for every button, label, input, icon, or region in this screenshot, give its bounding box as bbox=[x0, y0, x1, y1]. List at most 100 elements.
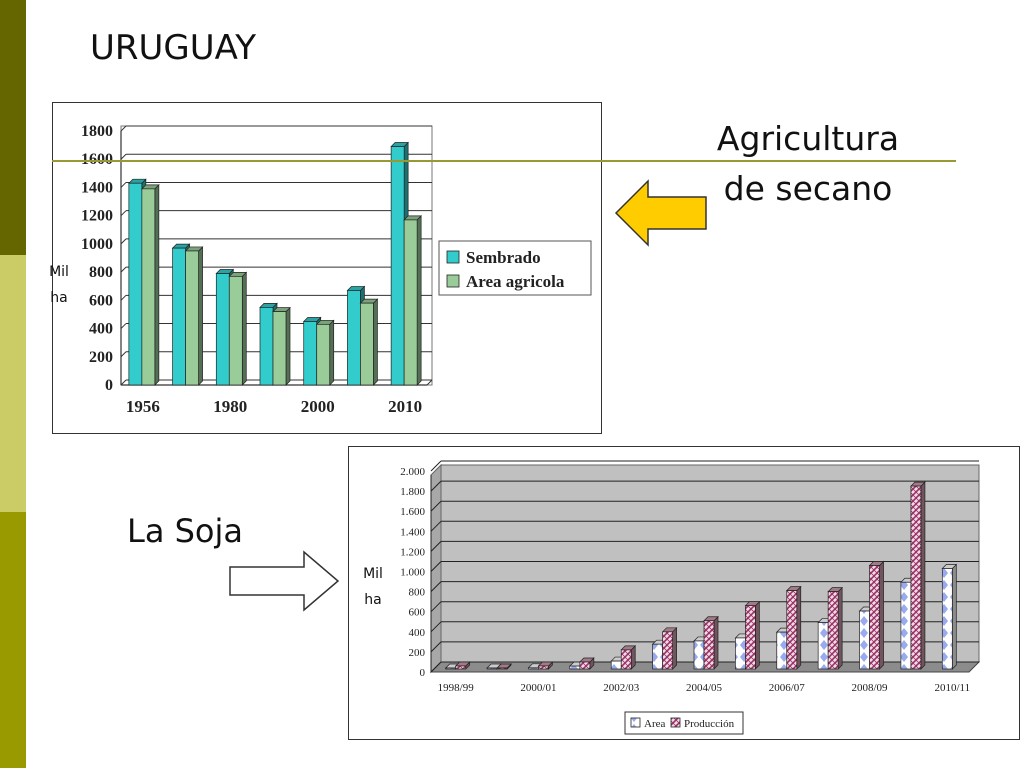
chart2-ytick-label: 1.200 bbox=[400, 546, 425, 558]
agricultura-line-2: de secano bbox=[723, 169, 893, 208]
chart1-ytick-label: 200 bbox=[89, 349, 113, 366]
sidebar-band-bottom bbox=[0, 512, 26, 768]
chart1-svg: 0 200 400 600 800 1000 1200 1400 1600 1800 1956 198… bbox=[81, 123, 592, 416]
chart2-xtick-label: 2004/05 bbox=[686, 682, 723, 694]
chart2-bar-produccion bbox=[744, 600, 761, 670]
chart1-grid-depth bbox=[120, 379, 127, 386]
chart2-xtick-label: 2006/07 bbox=[769, 682, 806, 694]
chart2-bar-produccion bbox=[537, 661, 554, 670]
chart1-ytick-label: 1800 bbox=[81, 123, 113, 140]
chart1-bar-area-agricola bbox=[141, 184, 160, 386]
agricultura-label: Agricultura de secano bbox=[708, 114, 908, 214]
chart2-ytick-label: 1.800 bbox=[400, 486, 425, 498]
chart1-ytick-label: 1200 bbox=[81, 208, 113, 225]
chart2-bar-produccion bbox=[661, 626, 678, 670]
chart1-xtick-label: 2000 bbox=[301, 397, 335, 416]
chart2-ytick-label: 400 bbox=[409, 627, 426, 639]
chart1-ytick-label: 1400 bbox=[81, 179, 113, 196]
chart1-xtick-label: 1980 bbox=[213, 397, 247, 416]
chart1-grid-depth bbox=[120, 294, 127, 301]
chart2-bar-produccion bbox=[827, 586, 843, 670]
chart2-bar-produccion bbox=[910, 481, 926, 670]
chart2-ytick-label: 2.000 bbox=[400, 466, 425, 478]
chart2-grid-depth bbox=[430, 601, 442, 613]
chart2-xtick-label: 2000/01 bbox=[520, 682, 556, 694]
agricultura-line-1: Agricultura bbox=[716, 119, 900, 158]
chart1-legend-box bbox=[438, 240, 592, 296]
chart1-unit-label: Mil ha bbox=[45, 259, 73, 311]
chart2-grid-depth bbox=[430, 661, 442, 673]
chart1-grid-depth bbox=[120, 153, 127, 160]
chart2-grid-depth bbox=[430, 480, 442, 492]
chart1-legend: Sembrado Area agricola bbox=[438, 240, 592, 296]
chart1-grid-depth bbox=[120, 182, 127, 188]
agricultura-chart: Mil ha 0 200 400 600 800 1000 1200 1400 1600 1800… bbox=[49, 102, 602, 434]
chart2-legend-box bbox=[624, 711, 744, 735]
chart1-ytick-label: 600 bbox=[89, 292, 113, 309]
chart2-grid-depth bbox=[430, 561, 442, 572]
chart1-ytick-label: 1600 bbox=[81, 151, 113, 168]
chart2-bar-produccion bbox=[868, 560, 885, 670]
chart2-bar-produccion bbox=[703, 615, 719, 670]
chart2-xtick-label: 2008/09 bbox=[852, 682, 889, 694]
chart1-legend-swatch bbox=[446, 274, 460, 288]
chart1-legend-label: Sembrado bbox=[466, 248, 541, 267]
chart2-bar-produccion bbox=[454, 661, 471, 670]
chart2-ytick-label: 600 bbox=[409, 607, 426, 619]
yellow-left-arrow-icon bbox=[614, 179, 707, 247]
chart2-bar-area bbox=[941, 563, 958, 670]
chart2-grid-depth bbox=[430, 541, 442, 552]
chart1-bar-area-agricola bbox=[315, 319, 335, 386]
chart1-ytick-label: 0 bbox=[105, 377, 113, 394]
chart1-xtick-label: 2010 bbox=[388, 397, 422, 416]
chart1-grid-depth bbox=[120, 323, 127, 329]
chart1-unit-line-2: ha bbox=[50, 290, 68, 306]
chart1-legend-label: Area agricola bbox=[466, 272, 565, 291]
chart2-unit-line-2: ha bbox=[364, 592, 382, 608]
chart1-grid-depth bbox=[120, 125, 127, 132]
chart2-grid-depth bbox=[430, 641, 442, 653]
chart2-xtick-label: 2010/11 bbox=[934, 682, 970, 694]
chart2-legend-label: Producción bbox=[684, 718, 735, 730]
chart1-unit-line-1: Mil bbox=[49, 264, 69, 280]
chart2-grid-depth bbox=[430, 520, 442, 532]
chart2-ytick-label: 200 bbox=[409, 647, 426, 659]
chart2-grid-depth bbox=[430, 500, 442, 512]
chart1-grid-depth bbox=[120, 238, 127, 245]
chart1-grid-depth bbox=[120, 351, 127, 358]
soja-label: La Soja bbox=[127, 512, 243, 550]
chart1-x-axis-depth bbox=[426, 379, 433, 386]
chart2-legend-swatch bbox=[630, 717, 641, 728]
chart2-ytick-label: 0 bbox=[420, 667, 426, 679]
chart2-legend: Area Producción bbox=[624, 711, 744, 735]
chart2-legend-swatch bbox=[670, 717, 681, 728]
chart1-grid-depth bbox=[120, 266, 127, 273]
chart2-xtick-label: 2002/03 bbox=[603, 682, 640, 694]
chart1-ytick-label: 800 bbox=[89, 264, 113, 281]
chart2-bar-produccion bbox=[785, 585, 802, 670]
chart1-legend-swatch bbox=[446, 250, 460, 264]
white-right-arrow-icon bbox=[229, 550, 340, 612]
chart2-grid-depth bbox=[430, 460, 442, 472]
chart2-bar-produccion bbox=[620, 645, 637, 670]
chart1-bar-area-agricola bbox=[228, 271, 248, 386]
chart1-bar-area-agricola bbox=[359, 298, 379, 386]
soja-chart: Mil ha 0 200 400 600 800 1.000 1.200 1.400 1.600… bbox=[348, 446, 1020, 740]
chart2-bar-produccion bbox=[496, 663, 512, 670]
chart1-bar-area-agricola bbox=[184, 246, 204, 386]
chart1-ytick-label: 400 bbox=[89, 321, 113, 338]
chart2-grid-depth bbox=[430, 621, 442, 633]
chart2-legend-label: Area bbox=[644, 718, 665, 730]
chart2-ytick-label: 1.600 bbox=[400, 506, 425, 518]
chart2-unit-line-1: Mil bbox=[363, 566, 383, 582]
chart2-grid-depth bbox=[430, 581, 442, 592]
chart1-grid-depth bbox=[120, 210, 127, 217]
chart1-ytick-label: 1000 bbox=[81, 236, 113, 253]
sidebar-band-middle bbox=[0, 255, 26, 512]
chart2-xtick-label: 1998/99 bbox=[438, 682, 475, 694]
chart2-side-wall bbox=[430, 463, 442, 674]
sidebar-band-top bbox=[0, 0, 26, 255]
chart2-unit-label: Mil ha bbox=[355, 561, 391, 613]
chart2-ytick-label: 1.400 bbox=[400, 526, 425, 538]
chart1-bar-area-agricola bbox=[272, 306, 291, 386]
